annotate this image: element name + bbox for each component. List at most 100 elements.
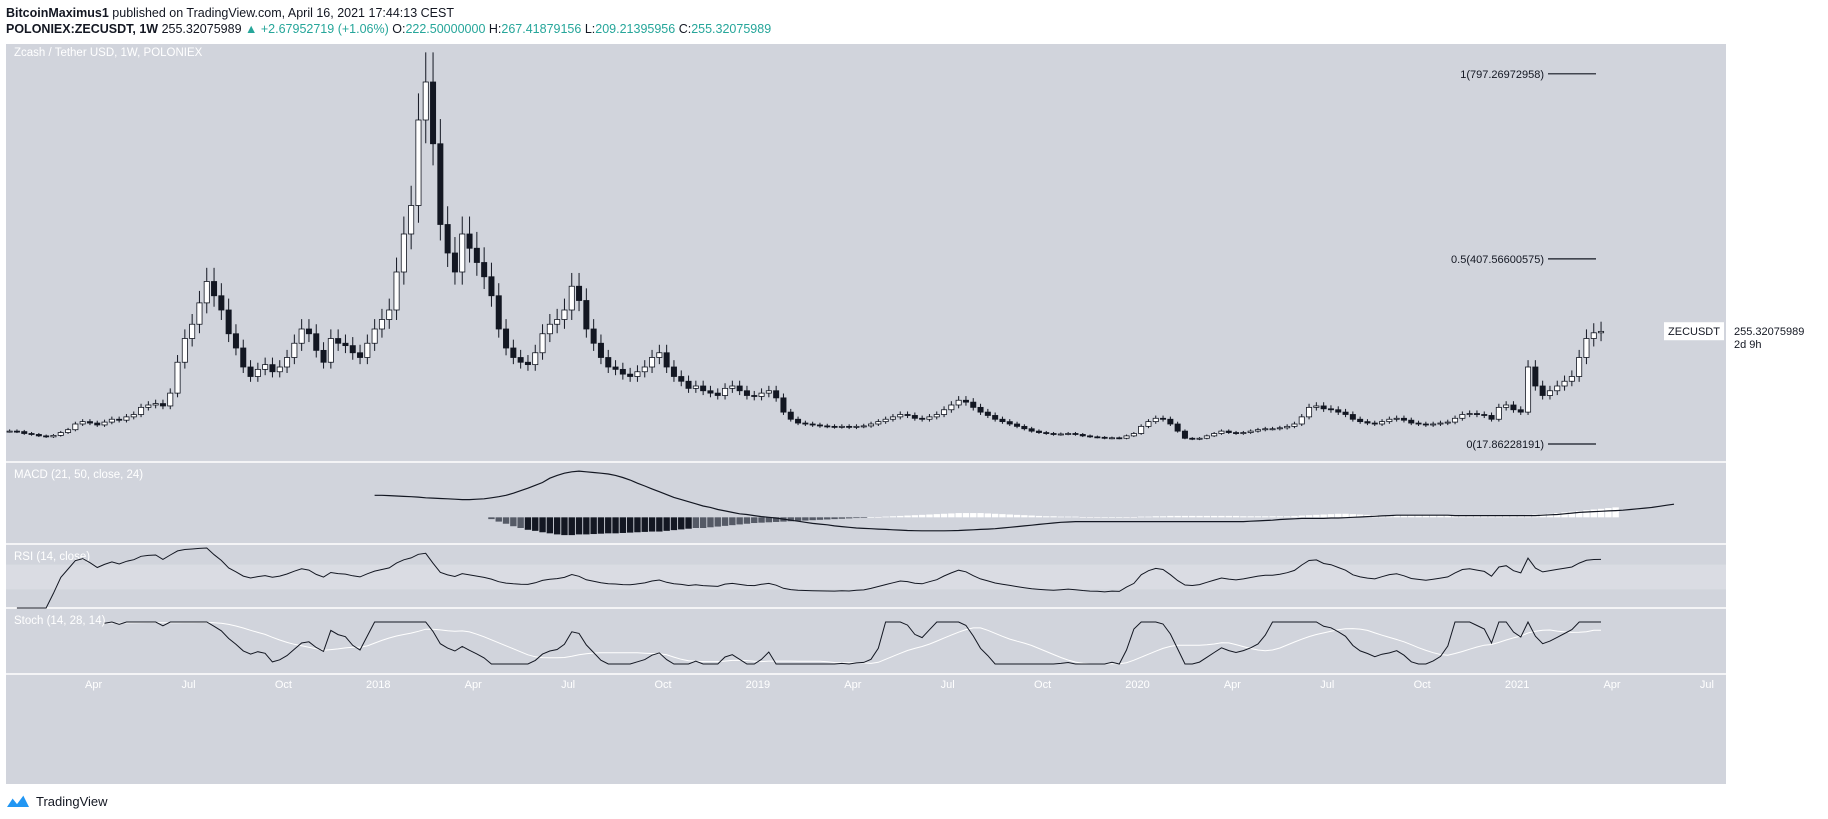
macd-histogram-bar xyxy=(984,513,992,518)
macd-histogram-bar xyxy=(1386,515,1393,518)
macd-histogram-bar xyxy=(1130,516,1138,518)
macd-histogram-bar xyxy=(626,517,634,533)
macd-histogram-bar xyxy=(875,516,882,518)
macd-histogram-bar xyxy=(970,513,977,518)
macd-histogram-bar xyxy=(1313,514,1320,518)
candle xyxy=(1203,435,1210,439)
footer-brand[interactable]: TradingView xyxy=(36,793,108,809)
candle xyxy=(1123,435,1130,439)
candle xyxy=(685,380,692,389)
macd-line xyxy=(374,470,1675,532)
candle xyxy=(941,409,948,415)
macd-histogram-bar xyxy=(699,517,707,528)
macd-histogram-bar xyxy=(1218,515,1225,518)
candle xyxy=(678,376,685,382)
candle xyxy=(43,435,50,438)
candle xyxy=(386,309,393,320)
macd-histogram-bar xyxy=(553,517,561,535)
candle xyxy=(1138,425,1145,434)
candle xyxy=(320,349,327,363)
candle xyxy=(72,423,79,431)
last-price: 255.32075989 xyxy=(161,22,242,36)
candle xyxy=(977,406,984,413)
candle xyxy=(758,392,765,397)
price-axis-tick: 0.00000000 xyxy=(1732,448,1790,460)
candle xyxy=(1503,404,1510,408)
candle xyxy=(919,417,926,420)
macd-histogram-bar xyxy=(532,517,539,531)
candle xyxy=(408,205,415,235)
macd-histogram-bar xyxy=(955,513,962,518)
candle xyxy=(1568,376,1575,382)
candle xyxy=(1028,428,1035,432)
candle xyxy=(1364,421,1371,424)
rsi-axis-tick: 40.00 xyxy=(1732,578,1760,590)
last-symbol-tag xyxy=(1664,322,1724,341)
candle xyxy=(1072,433,1079,435)
candle xyxy=(1481,414,1488,416)
fib-level-label: 0.5(407.56600575) xyxy=(1451,254,1544,266)
macd-histogram-bar xyxy=(1079,516,1086,518)
candle xyxy=(342,342,349,347)
macd-histogram-bar xyxy=(1327,514,1335,518)
candle xyxy=(1437,422,1444,425)
macd-histogram-bar xyxy=(1283,516,1291,518)
price-axis[interactable]: USDT 0.00000000 100.00000000 200.00000000 30… xyxy=(1664,47,1822,615)
macd-histogram-bar xyxy=(510,517,517,527)
macd-histogram-bar xyxy=(1116,517,1123,518)
candle xyxy=(1189,437,1196,440)
candle xyxy=(1546,390,1553,396)
candle xyxy=(700,385,707,392)
macd-histogram-bar xyxy=(911,515,919,518)
macd-histogram-bar xyxy=(1356,514,1364,518)
macd-histogram-bar xyxy=(583,517,590,535)
macd-histogram-bar xyxy=(1064,516,1072,518)
candle xyxy=(1254,429,1261,432)
macd-histogram-bar xyxy=(736,517,743,525)
macd-histogram-bar xyxy=(845,517,853,519)
macd-histogram-bar xyxy=(1612,507,1619,518)
candle xyxy=(349,345,356,354)
candle xyxy=(291,342,298,358)
candle xyxy=(1327,408,1334,411)
macd-histogram-bar xyxy=(721,517,729,526)
candle xyxy=(670,366,677,377)
macd-histogram-bar xyxy=(1459,515,1466,518)
candle xyxy=(1306,406,1313,418)
candle xyxy=(430,81,437,145)
macd-histogram-bar xyxy=(729,517,736,526)
candle xyxy=(145,404,152,408)
candle xyxy=(1371,422,1378,425)
candle xyxy=(101,421,108,426)
time-axis-tick: Apr xyxy=(1224,679,1241,691)
candle xyxy=(1291,423,1298,427)
candle xyxy=(1006,421,1013,425)
macd-histogram-bar xyxy=(918,514,926,518)
candle xyxy=(451,252,458,273)
candle xyxy=(159,403,166,407)
candle xyxy=(152,403,159,406)
macd-histogram-bar xyxy=(802,517,809,521)
candle xyxy=(597,342,604,358)
macd-histogram-bar xyxy=(561,517,568,536)
rsi-pane: RSI (14, close) xyxy=(6,547,1726,609)
candle xyxy=(1495,406,1502,420)
candle xyxy=(211,281,218,297)
time-axis-tick: Jul xyxy=(1700,679,1714,691)
macd-histogram-bar xyxy=(1590,509,1597,518)
candle xyxy=(1554,385,1561,392)
candle xyxy=(444,224,451,254)
candle xyxy=(561,309,568,320)
candle xyxy=(1233,432,1240,434)
macd-histogram-bar xyxy=(794,517,802,521)
change-arrow-icon: ▲ xyxy=(245,22,258,36)
macd-histogram-bar xyxy=(692,517,700,528)
macd-histogram-bar xyxy=(999,514,1006,518)
candle xyxy=(298,328,305,344)
candle xyxy=(816,424,823,427)
candle xyxy=(1539,385,1546,396)
chart-area[interactable]: Zcash / Tether USD, 1W, POLONIEX 1(797.26… xyxy=(0,44,1828,784)
macd-pane-title: MACD (21, 50, close, 24) xyxy=(14,469,143,481)
author-name[interactable]: BitcoinMaximus1 xyxy=(6,6,109,20)
time-axis[interactable]: Apr Jul Oct 2018 Apr Jul Oct 2019 Apr Jul Oct 2020 A… xyxy=(85,679,1714,691)
